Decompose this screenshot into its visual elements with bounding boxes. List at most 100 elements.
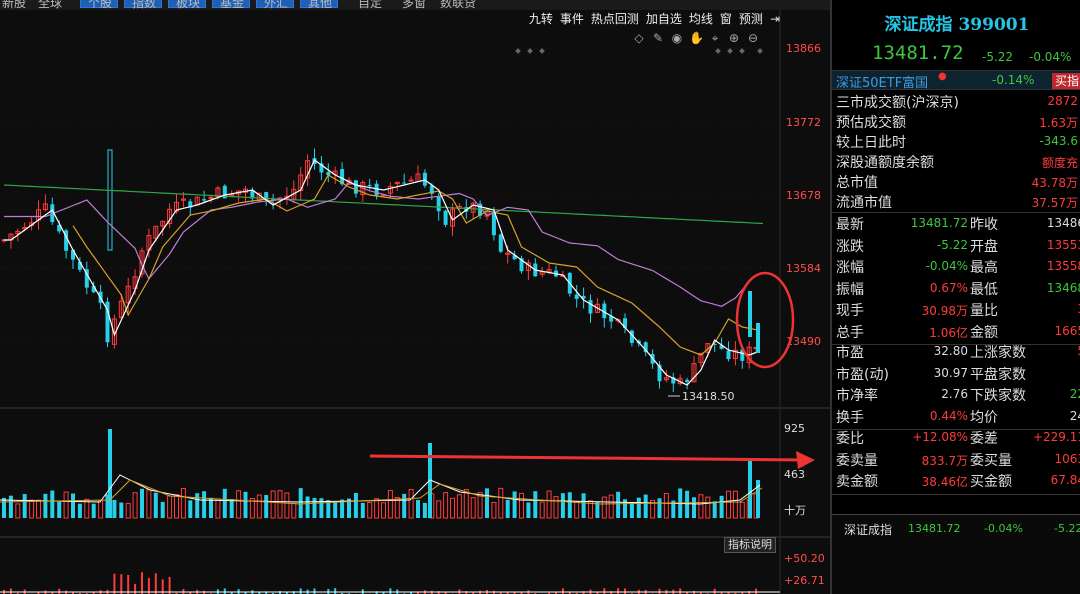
hand-icon[interactable]: ✋ xyxy=(689,31,704,45)
etf-alert-dot: ● xyxy=(938,71,947,82)
candle-body-down xyxy=(643,342,648,353)
buy-etf-button[interactable]: 买指 xyxy=(1052,73,1080,89)
etf-row[interactable]: 深证50ETF富国 ● -0.14% 买指 xyxy=(832,70,1080,91)
macd-bar xyxy=(230,591,233,594)
candle-body-down xyxy=(91,285,96,293)
volume-bar-down xyxy=(312,497,317,518)
tab-fund-button[interactable] xyxy=(212,0,250,8)
tab-stock-button[interactable] xyxy=(80,0,118,8)
volume-bar-up xyxy=(98,499,104,519)
stat-label: 较上日此时 xyxy=(836,135,906,151)
toolbar-window[interactable]: 窗 xyxy=(719,12,732,26)
candle-body-down xyxy=(202,199,207,201)
menu-global[interactable]: 全球 xyxy=(38,0,63,10)
toolbar-add-watchlist[interactable]: 加自选 xyxy=(645,12,682,26)
menu-fund[interactable]: 基金 xyxy=(220,0,245,10)
market-label: 市盈 xyxy=(836,345,864,361)
toolbar-forecast[interactable]: 预测 xyxy=(738,12,763,26)
volume-bar-up xyxy=(491,501,497,519)
volume-bar-up xyxy=(84,498,90,519)
menu-custom[interactable]: 自定 xyxy=(358,0,383,10)
volume-bar-up xyxy=(450,497,455,519)
macd-bar xyxy=(51,591,54,594)
volume-bar-down xyxy=(8,495,13,518)
menu-stock[interactable]: 个股 xyxy=(88,0,113,10)
macd-bar xyxy=(734,592,737,594)
event-marker xyxy=(527,48,533,54)
quote-value-2: 13468 xyxy=(1046,280,1080,295)
volume-bar-up xyxy=(256,494,262,519)
macd-bar xyxy=(285,591,288,594)
stat-value: -343.6 xyxy=(1039,134,1078,148)
pen-icon[interactable]: ✎ xyxy=(652,31,664,45)
kline-chart-svg[interactable]: 13866 13772 13678 13584 13490 925 463 十万 +50.20 +… xyxy=(0,10,830,594)
menu-new-stock[interactable]: 新股 xyxy=(2,0,27,10)
tab-forex-button[interactable] xyxy=(256,0,294,8)
diamond-icon[interactable]: ◇ xyxy=(634,31,644,45)
macd-bar xyxy=(513,591,516,594)
etf-name[interactable]: 深证50ETF富国 xyxy=(836,76,929,91)
volume-bar-up xyxy=(463,488,469,519)
toolbar-moving-average[interactable]: 均线 xyxy=(688,12,713,26)
zoom-in-icon[interactable]: ⊕ xyxy=(728,31,740,45)
candle-body-up xyxy=(394,181,400,185)
market-row: 市盈(动) 30.97 平盘家数 xyxy=(832,364,1080,385)
macd-bar xyxy=(16,592,19,594)
volume-bar-down xyxy=(595,502,600,518)
stat-value: 2872 xyxy=(1047,94,1078,108)
indicator-description-button[interactable]: 指标说明 xyxy=(724,537,776,553)
quote-label: 涨幅 xyxy=(836,260,864,276)
index-title: 深证成指 399001 xyxy=(884,15,1030,35)
menu-sector[interactable]: 板块 xyxy=(176,0,201,10)
candle-body-up xyxy=(174,201,179,212)
eye-icon[interactable]: ◉ xyxy=(671,31,683,45)
volume-bar-down xyxy=(153,492,158,518)
candle-body-up xyxy=(153,225,159,239)
macd-bar xyxy=(72,592,74,594)
divider xyxy=(832,212,1080,213)
annotation-arrow-head xyxy=(796,451,815,469)
pin-window-icon[interactable]: ⇥ xyxy=(769,12,780,26)
macd-bar xyxy=(175,592,178,594)
pin-icon[interactable]: ⌖ xyxy=(711,31,719,45)
market-label: 换手 xyxy=(836,409,864,426)
price-change-pct: -0.04% xyxy=(1029,50,1072,64)
toolbar-hot-backtest[interactable]: 热点回测 xyxy=(590,12,639,26)
market-label: 市盈(动) xyxy=(836,366,889,383)
menu-data[interactable]: 数联贷 xyxy=(440,0,477,10)
volume-bar-down xyxy=(505,499,510,518)
stat-label: 流通市值 xyxy=(836,195,892,211)
kline-chart-panel[interactable]: 13866 13772 13678 13584 13490 925 463 十万 +50.20 +… xyxy=(0,10,830,594)
quote-value-2: 13486 xyxy=(1046,216,1080,230)
menu-multi-window[interactable]: 多窗 xyxy=(402,0,427,10)
volume-bar-up xyxy=(574,501,580,519)
menu-index[interactable]: 指数 xyxy=(132,0,157,10)
candle-body-down xyxy=(367,184,372,186)
macd-bar xyxy=(141,572,143,594)
quote-row: 涨幅 -0.04%最高 13558 xyxy=(832,257,1080,278)
quote-value: 1.06亿 xyxy=(929,325,968,340)
tab-index-button[interactable] xyxy=(124,0,162,8)
volume-bar-down xyxy=(188,500,193,518)
menu-forex[interactable]: 外汇 xyxy=(264,0,289,10)
volume-bar-down xyxy=(195,493,200,518)
menu-other[interactable]: 其他 xyxy=(308,0,333,10)
mini-quote-strip[interactable]: 深证成指 13481.72 -0.04% -5.22 xyxy=(832,514,1080,594)
volume-bar-down xyxy=(71,493,75,518)
zoom-out-icon[interactable]: ⊖ xyxy=(747,31,759,45)
mini-index-pct: -0.04% xyxy=(984,522,1023,535)
tab-other-button[interactable] xyxy=(300,0,338,8)
macd-bar xyxy=(610,591,613,594)
toolbar-jiuzhuan[interactable]: 九转 xyxy=(528,12,553,26)
candle-body-up xyxy=(332,170,338,175)
mini-quote-row[interactable]: 深证成指 13481.72 -0.04% -5.22 xyxy=(832,521,1080,539)
current-price: 13481.72 xyxy=(872,42,964,64)
toolbar-events[interactable]: 事件 xyxy=(559,12,584,26)
candle-body-up xyxy=(470,202,476,213)
tab-sector-button[interactable] xyxy=(168,0,206,8)
volume-bar-down xyxy=(485,488,489,518)
volume-bar-down xyxy=(567,492,572,518)
volume-bar-up xyxy=(608,494,614,519)
